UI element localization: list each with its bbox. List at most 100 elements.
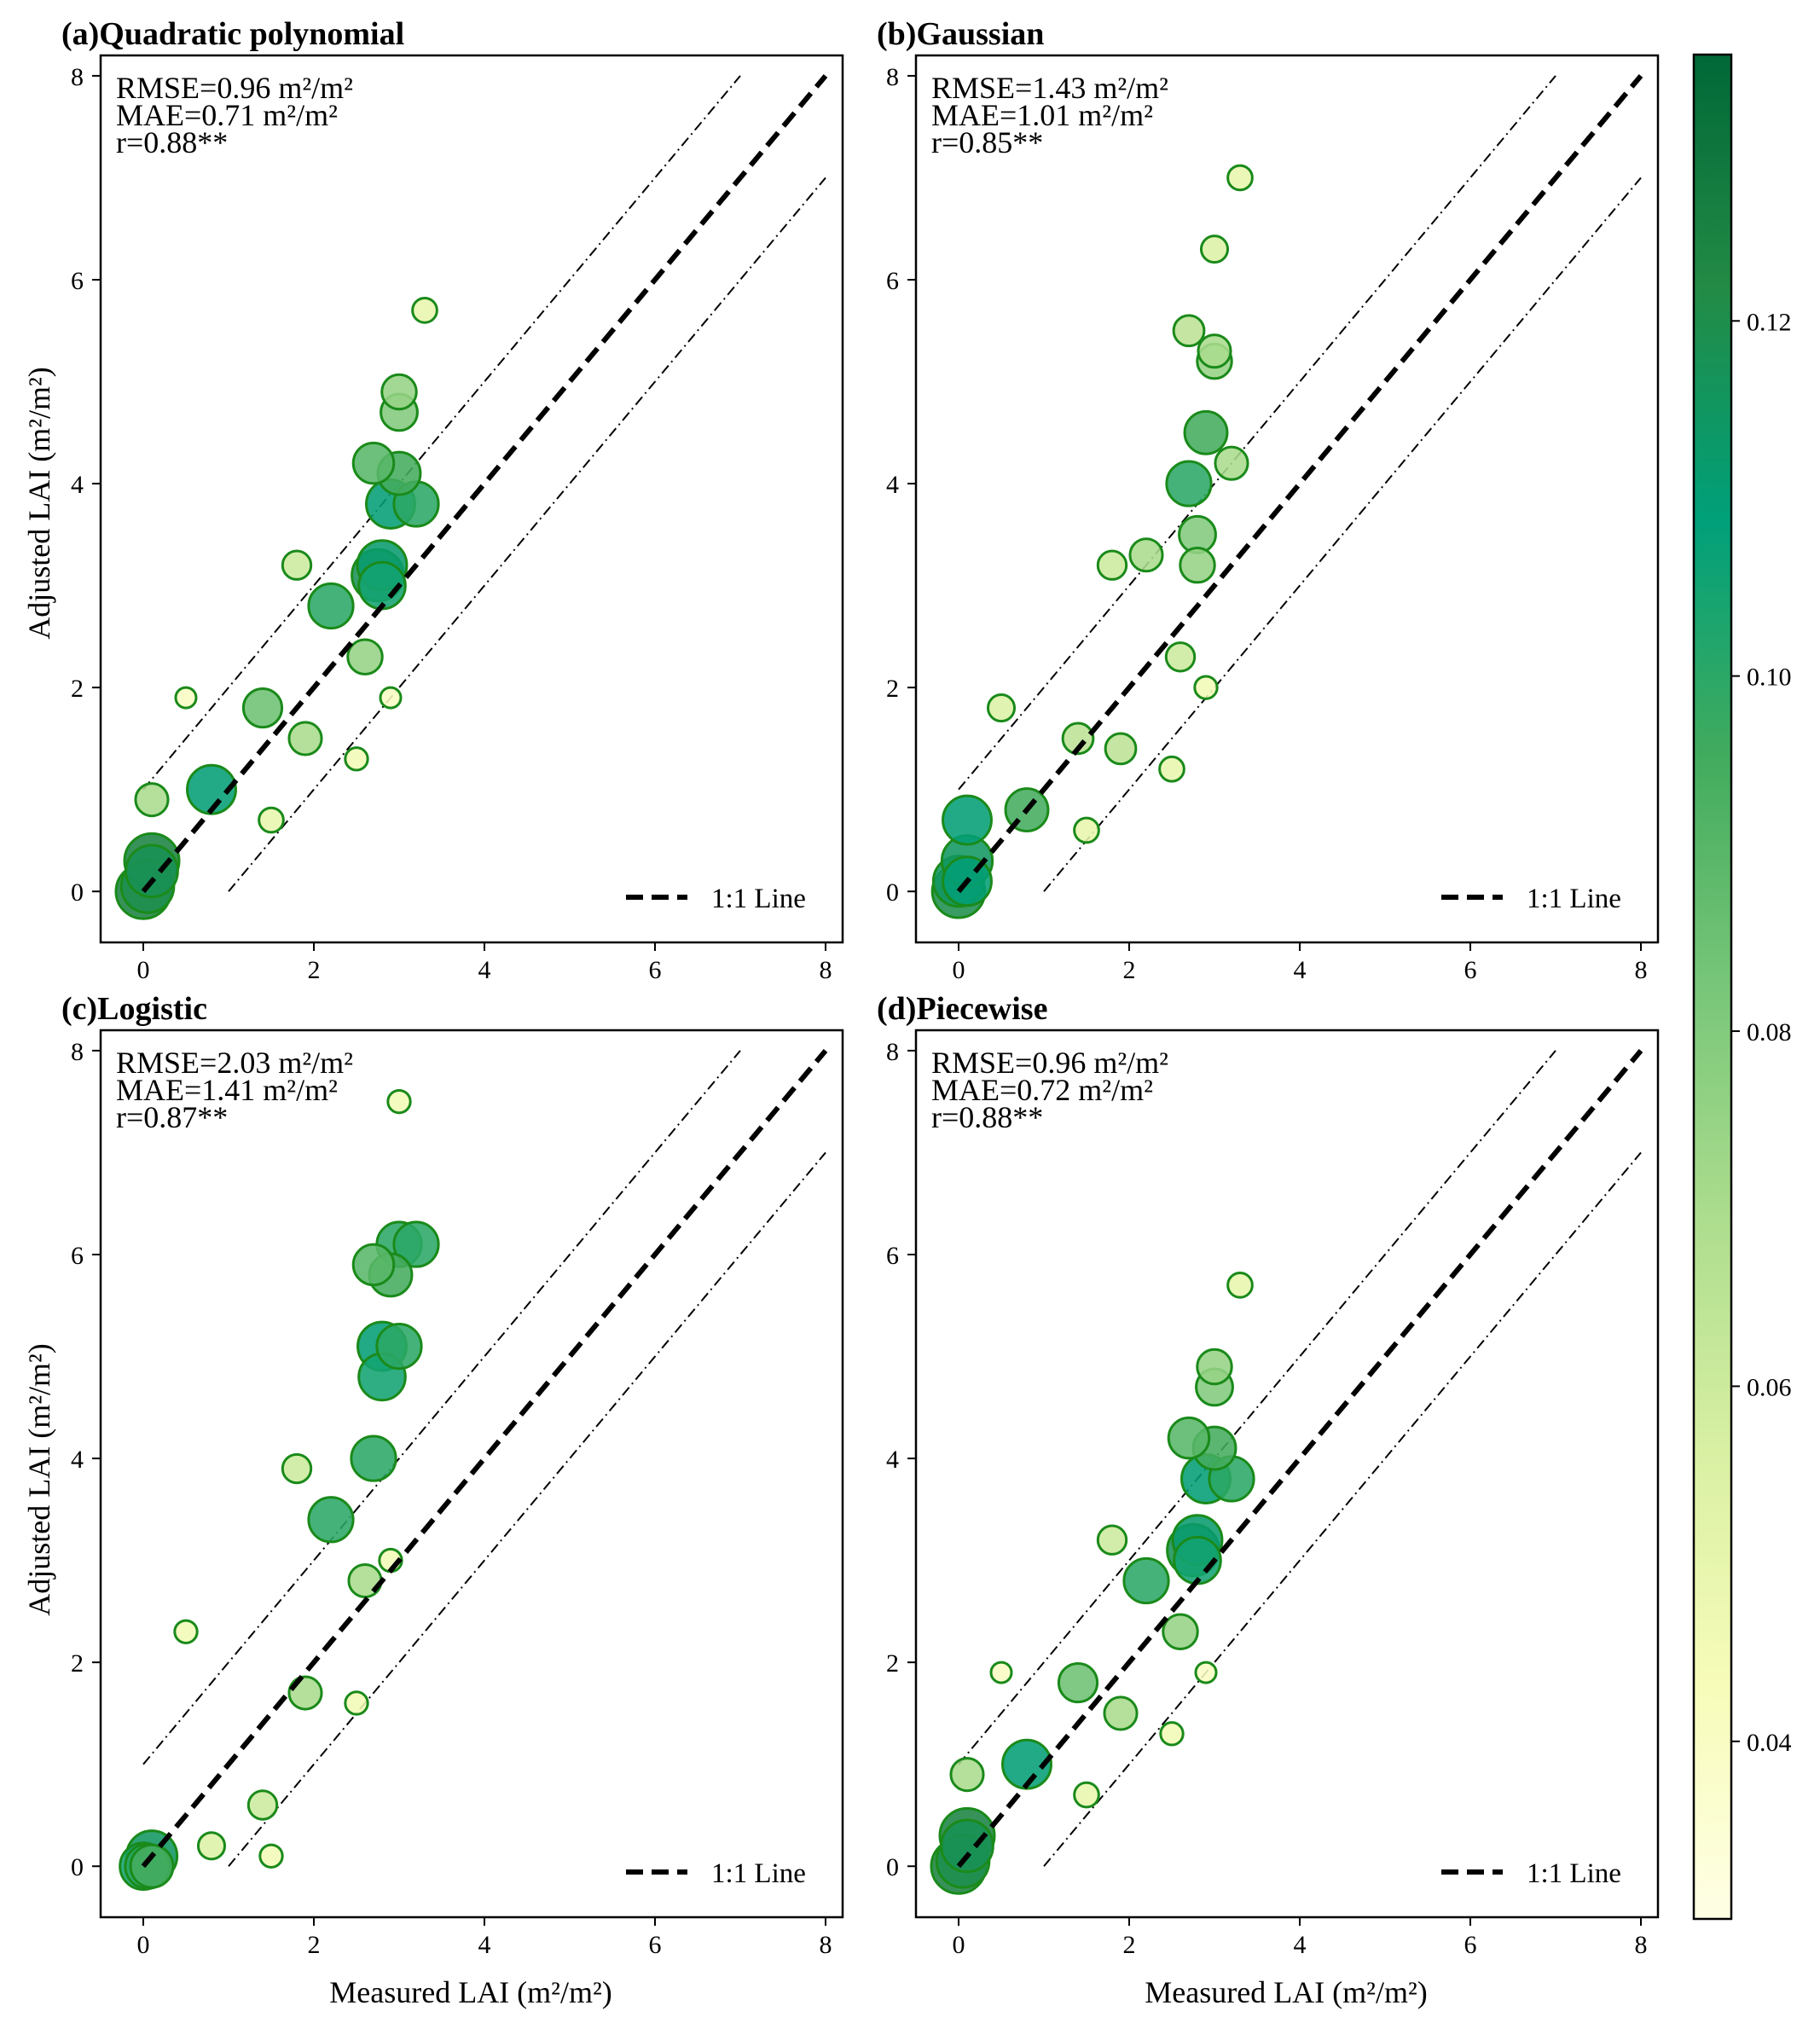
plot-area: 0 2 4 6 8 0 2 4 6 8 (71, 1029, 844, 1959)
data-point (375, 1322, 423, 1371)
x-tick-label: 2 (1123, 956, 1136, 984)
data-point (1193, 675, 1219, 700)
x-tick-label: 2 (308, 956, 321, 984)
data-point (986, 693, 1017, 723)
legend-label: 1:1 Line (711, 884, 806, 914)
y-tick-label: 2 (71, 675, 84, 703)
x-tick-label: 0 (953, 1931, 965, 1959)
r-text: r=0.87** (116, 1100, 228, 1134)
y-axis-label-top: Adjusted LAI (m²/m²) (22, 367, 56, 640)
data-point (346, 638, 384, 676)
data-point (1057, 1661, 1099, 1704)
data-point (989, 1661, 1013, 1684)
mae-text: MAE=1.41 m²/m² (116, 1073, 338, 1107)
x-tick-label: 6 (1464, 956, 1477, 984)
stats-block: RMSE=0.96 m²/m² MAE=0.71 m²/m² r=0.88** (116, 71, 353, 159)
x-tick-label: 2 (308, 1931, 321, 1959)
lower-bound-line (1043, 177, 1642, 892)
data-point (307, 1496, 355, 1544)
x-tick-label: 0 (137, 1931, 150, 1959)
y-tick-label: 4 (886, 1446, 899, 1474)
data-point (1165, 460, 1213, 507)
data-point (1179, 546, 1216, 584)
one-to-one-line (141, 1048, 828, 1869)
y-tick-label: 0 (71, 1853, 84, 1881)
x-tick-label: 6 (649, 956, 662, 984)
data-point (1128, 537, 1164, 573)
data-point (380, 373, 418, 411)
x-axis-label-left: Measured LAI (m²/m²) (329, 1975, 612, 2009)
legend: 1:1 Line (1441, 1858, 1621, 1889)
legend-label: 1:1 Line (1527, 884, 1621, 914)
x-axis-label-right: Measured LAI (m²/m²) (1145, 1975, 1428, 2009)
x-tick-label: 8 (820, 1931, 832, 1959)
data-point (1199, 235, 1230, 264)
lower-bound-line (1043, 1151, 1642, 1867)
panel-title: (c)Logistic (61, 991, 207, 1027)
plot-area: 0 2 4 6 8 0 2 4 6 8 (886, 1029, 1660, 1959)
data-point (1226, 1271, 1254, 1299)
y-tick-label: 0 (886, 878, 899, 907)
y-tick-label: 4 (71, 471, 84, 499)
data-point (196, 1831, 227, 1861)
data-point (258, 1843, 284, 1869)
plot-area: 0 2 4 6 8 0 2 4 6 8 (886, 54, 1660, 984)
data-point (1073, 816, 1100, 844)
y-tick-label: 0 (71, 878, 84, 907)
data-point (344, 1690, 369, 1716)
rmse-text: RMSE=2.03 m²/m² (116, 1046, 353, 1080)
x-tick-label: 8 (1635, 1931, 1648, 1959)
data-point (258, 806, 285, 834)
colorbar-tick-label: 0.10 (1747, 664, 1792, 692)
data-point (411, 296, 438, 324)
one-to-one-line (956, 73, 1643, 894)
data-point (281, 549, 313, 581)
x-tick-label: 0 (953, 956, 965, 984)
colorbar-bar (1692, 53, 1733, 1921)
data-point (344, 746, 369, 772)
x-tick-label: 4 (1294, 1931, 1307, 1959)
y-axis-label-bottom: Adjusted LAI (m²/m²) (22, 1343, 56, 1616)
data-point (287, 721, 323, 756)
axes-frame (99, 54, 844, 944)
colorbar-tick-label: 0.12 (1747, 308, 1792, 336)
data-point (1096, 549, 1128, 581)
r-text: r=0.88** (116, 125, 228, 159)
x-tick-label: 6 (649, 1931, 662, 1959)
upper-bound-line (958, 1050, 1556, 1765)
data-point (281, 1452, 313, 1485)
rmse-text: RMSE=1.43 m²/m² (931, 71, 1168, 105)
plot-area: 0 2 4 6 8 0 2 4 6 8 (71, 54, 844, 984)
panel-b-gaussian: (b)Gaussian 0 2 4 6 8 0 2 4 6 8 RMSE=1.43 m²/m² M… (877, 16, 1660, 984)
data-point (940, 1818, 994, 1874)
mae-text: MAE=1.01 m²/m² (931, 98, 1153, 132)
legend-label: 1:1 Line (1527, 1858, 1621, 1889)
y-tick-label: 2 (886, 675, 899, 703)
upper-bound-line (142, 1050, 741, 1765)
data-point (1122, 1556, 1170, 1605)
data-point (1162, 1613, 1199, 1651)
r-text: r=0.88** (931, 1100, 1043, 1134)
colorbar-tick-label: 0.04 (1747, 1729, 1792, 1757)
one-to-one-line (141, 73, 828, 894)
axes-frame (99, 1029, 844, 1919)
legend-label: 1:1 Line (711, 1858, 806, 1889)
data-point (351, 441, 396, 485)
data-point (1167, 1416, 1211, 1460)
x-tick-label: 6 (1464, 1931, 1477, 1959)
upper-bound-line (958, 75, 1556, 791)
data-point (1158, 755, 1185, 783)
data-point (173, 1619, 199, 1644)
colorbar: 0.04 0.06 0.08 0.10 0.12 (1692, 53, 1792, 1921)
y-tick-label: 6 (886, 1242, 899, 1270)
x-tick-label: 0 (137, 956, 150, 984)
y-tick-label: 2 (886, 1649, 899, 1678)
mae-text: MAE=0.72 m²/m² (931, 1073, 1153, 1107)
x-tick-label: 8 (820, 956, 832, 984)
r-text: r=0.85** (931, 125, 1043, 159)
data-point (350, 1435, 397, 1482)
data-point (1226, 164, 1254, 192)
y-tick-label: 6 (886, 267, 899, 295)
y-tick-label: 4 (886, 471, 899, 499)
stats-block: RMSE=2.03 m²/m² MAE=1.41 m²/m² r=0.87** (116, 1046, 353, 1134)
